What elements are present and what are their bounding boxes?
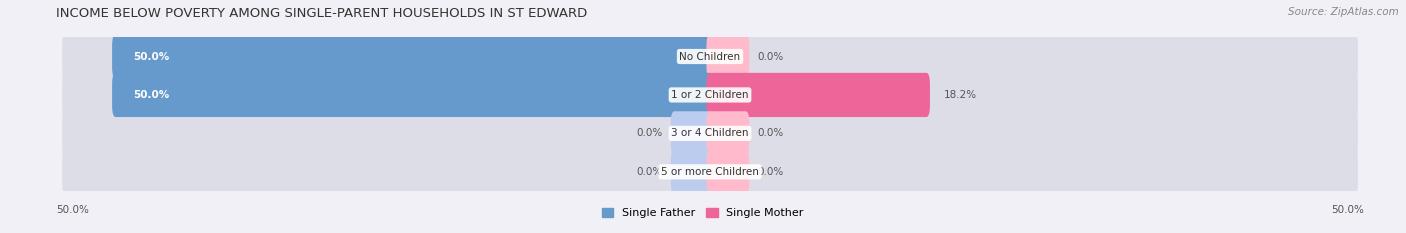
FancyBboxPatch shape (706, 34, 749, 79)
Text: 50.0%: 50.0% (134, 51, 170, 62)
FancyBboxPatch shape (112, 34, 714, 79)
Text: 50.0%: 50.0% (1331, 205, 1364, 215)
Text: 0.0%: 0.0% (637, 167, 662, 177)
Text: 0.0%: 0.0% (758, 167, 783, 177)
FancyBboxPatch shape (706, 111, 749, 155)
FancyBboxPatch shape (62, 104, 1358, 163)
FancyBboxPatch shape (62, 27, 1358, 86)
Text: 50.0%: 50.0% (134, 90, 170, 100)
Text: 0.0%: 0.0% (637, 128, 662, 138)
FancyBboxPatch shape (671, 111, 714, 155)
Text: 0.0%: 0.0% (758, 128, 783, 138)
Text: Source: ZipAtlas.com: Source: ZipAtlas.com (1288, 7, 1399, 17)
FancyBboxPatch shape (62, 65, 1358, 125)
FancyBboxPatch shape (112, 73, 714, 117)
FancyBboxPatch shape (706, 73, 929, 117)
FancyBboxPatch shape (62, 142, 1358, 202)
Text: INCOME BELOW POVERTY AMONG SINGLE-PARENT HOUSEHOLDS IN ST EDWARD: INCOME BELOW POVERTY AMONG SINGLE-PARENT… (56, 7, 588, 20)
Text: 1 or 2 Children: 1 or 2 Children (671, 90, 749, 100)
Text: No Children: No Children (679, 51, 741, 62)
Text: 0.0%: 0.0% (758, 51, 783, 62)
FancyBboxPatch shape (671, 150, 714, 194)
Legend: Single Father, Single Mother: Single Father, Single Mother (598, 204, 808, 223)
FancyBboxPatch shape (706, 150, 749, 194)
Text: 5 or more Children: 5 or more Children (661, 167, 759, 177)
Text: 3 or 4 Children: 3 or 4 Children (671, 128, 749, 138)
Text: 50.0%: 50.0% (56, 205, 89, 215)
Text: 18.2%: 18.2% (945, 90, 977, 100)
